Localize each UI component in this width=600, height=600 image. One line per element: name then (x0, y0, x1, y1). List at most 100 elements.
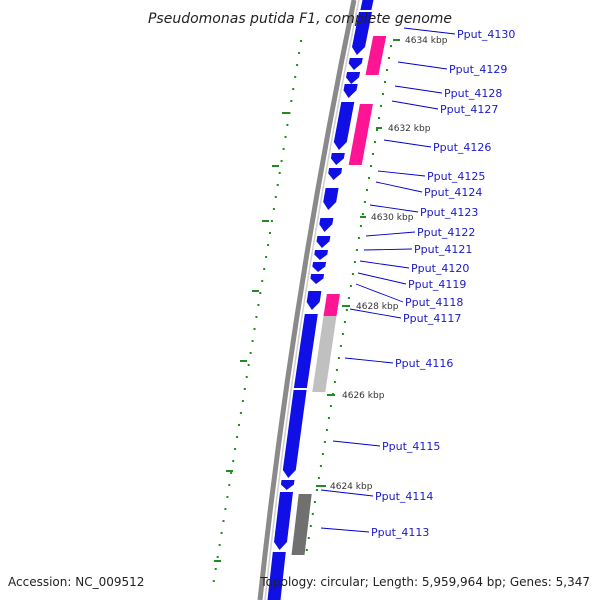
gene-feature[interactable] (343, 84, 358, 98)
gene-label[interactable]: Pput_4117 (403, 312, 461, 325)
gene-label[interactable]: Pput_4128 (444, 87, 502, 100)
gene-label[interactable]: Pput_4119 (408, 278, 466, 291)
gene-feature[interactable] (348, 58, 363, 70)
gene-feature[interactable] (333, 102, 355, 150)
scale-dash (252, 290, 259, 292)
gene-label[interactable]: Pput_4125 (427, 170, 485, 183)
scale-dot (321, 453, 324, 455)
gene-feature[interactable] (352, 12, 372, 55)
gene-feature[interactable] (323, 294, 340, 316)
gene-feature[interactable] (323, 188, 339, 210)
gene-label[interactable]: Pput_4121 (414, 243, 472, 256)
scale-dot (315, 489, 318, 491)
scale-dot (311, 513, 314, 515)
gene-feature[interactable] (328, 168, 343, 180)
gene-label[interactable]: Pput_4130 (457, 28, 515, 41)
backbone-highlight (264, 0, 360, 600)
gene-feature[interactable] (282, 390, 307, 478)
scale-dot (298, 52, 301, 54)
gene-label[interactable]: Pput_4115 (382, 440, 440, 453)
scale-dot (378, 117, 380, 119)
scale-dot (259, 292, 262, 294)
scale-dot (296, 64, 299, 66)
scale-dot (214, 568, 217, 570)
gene-feature[interactable] (360, 0, 374, 10)
gene-feature[interactable] (280, 480, 295, 490)
gene-leader-line (397, 61, 448, 70)
gene-leader-line (394, 85, 443, 94)
gene-feature[interactable] (314, 250, 328, 260)
gene-label[interactable]: Pput_4123 (420, 206, 478, 219)
scale-dash (282, 112, 289, 114)
gene-leader-line (369, 204, 419, 213)
gene-feature[interactable] (310, 274, 325, 284)
scale-dot (236, 436, 239, 438)
scale-dot (337, 357, 340, 359)
scale-dot (226, 496, 229, 498)
scale-dot (351, 273, 354, 275)
scale-dot (218, 544, 221, 546)
scale-dot (282, 148, 285, 150)
gene-feature[interactable] (346, 72, 361, 84)
scale-dot (309, 525, 312, 527)
gene-feature[interactable] (312, 262, 327, 272)
scale-dot (380, 105, 382, 107)
scale-dot (247, 364, 250, 366)
scale-dot (307, 537, 310, 539)
gene-feature[interactable] (319, 218, 334, 232)
scale-dot (245, 376, 248, 378)
gene-label[interactable]: Pput_4127 (440, 103, 498, 116)
scale-dot (243, 388, 246, 390)
gene-feature[interactable] (365, 36, 387, 75)
gene-feature[interactable] (348, 104, 373, 165)
scale-dot (341, 333, 344, 335)
gene-label[interactable]: Pput_4120 (411, 262, 469, 275)
gene-leader-line (375, 181, 423, 193)
scale-dot (286, 124, 289, 126)
scale-dot (319, 465, 322, 467)
scale-dot (263, 268, 266, 270)
gene-label[interactable]: Pput_4129 (449, 63, 507, 76)
gene-label[interactable]: Pput_4114 (375, 490, 433, 503)
scale-dot (216, 556, 219, 558)
scale-dot (238, 424, 240, 426)
scale-dot (292, 88, 295, 90)
scale-tick-label: 4634 kbp (405, 36, 448, 46)
gene-track (267, 0, 387, 600)
gene-label[interactable]: Pput_4124 (424, 186, 482, 199)
gene-label[interactable]: Pput_4122 (417, 226, 475, 239)
scale-dot (382, 93, 384, 95)
scale-dot (272, 208, 275, 210)
scale-dot (343, 321, 346, 323)
gene-feature[interactable] (267, 552, 286, 600)
gene-label[interactable]: Pput_4118 (405, 296, 463, 309)
gene-feature[interactable] (330, 153, 345, 165)
gene-feature[interactable] (274, 492, 293, 550)
scale-dot (361, 213, 364, 215)
scale-dot (280, 160, 283, 162)
gene-label[interactable]: Pput_4126 (433, 141, 491, 154)
scale-dot (212, 580, 215, 582)
scale-dash (272, 165, 279, 167)
scale-dot (249, 352, 252, 354)
gene-feature[interactable] (316, 236, 331, 248)
scale-dot (355, 249, 358, 251)
scale-dot (274, 196, 277, 198)
scale-dot (300, 40, 302, 42)
gene-feature[interactable] (312, 316, 337, 392)
leader-lines: Pput_4113 Pput_4114 Pput_4115 Pput_4116 Pput… (320, 27, 515, 539)
scale-dot (284, 136, 287, 138)
scale-dot (241, 400, 244, 402)
scale-dot (232, 460, 235, 462)
gene-feature[interactable] (306, 291, 322, 310)
scale-dot (349, 285, 352, 287)
gene-label[interactable]: Pput_4113 (371, 526, 429, 539)
scale-dot (333, 381, 336, 383)
scale-tick-label: 4626 kbp (342, 391, 385, 401)
scale-dot (335, 369, 338, 371)
gene-feature[interactable] (293, 314, 318, 388)
scale-tick-label: 4630 kbp (371, 213, 414, 223)
gene-feature[interactable] (291, 494, 312, 555)
gene-label[interactable]: Pput_4116 (395, 357, 453, 370)
gene-leader-line (383, 139, 432, 148)
